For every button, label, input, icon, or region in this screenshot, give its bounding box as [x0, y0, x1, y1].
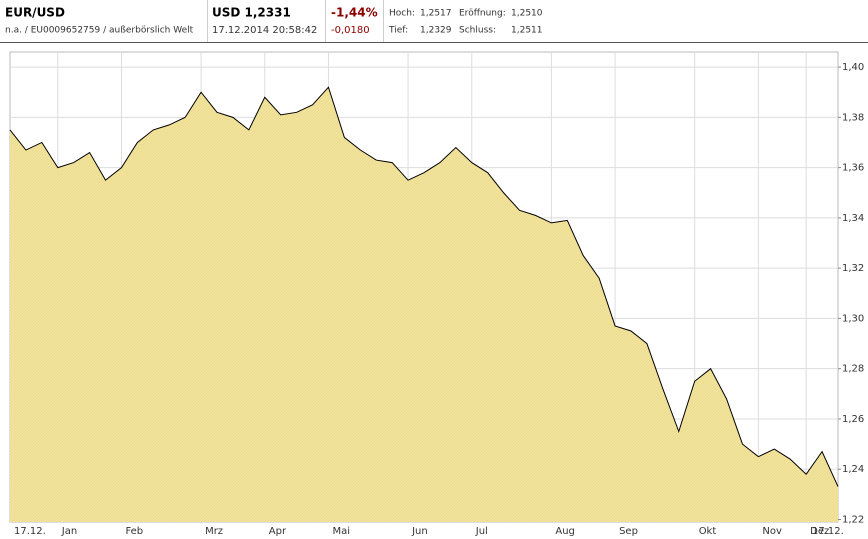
x-tick-label: 17.12.	[14, 526, 46, 537]
y-tick-label: 1,22	[842, 514, 864, 525]
stat-label: Tief:	[388, 26, 408, 36]
x-tick-label: Feb	[125, 526, 143, 537]
x-tick-label: Mrz	[205, 526, 223, 537]
y-tick-label: 1,24	[842, 464, 864, 475]
stat-value: 1,2517	[420, 9, 452, 19]
x-tick-label: Dez	[810, 526, 829, 537]
x-tick-label: Okt	[699, 526, 717, 537]
x-tick-label: Mai	[332, 526, 350, 537]
stat-value: 1,2510	[511, 9, 543, 19]
x-tick-label: Nov	[762, 526, 782, 537]
x-tick-label: Jun	[411, 526, 428, 537]
y-tick-label: 1,38	[842, 112, 864, 123]
stat-label: Schluss:	[459, 26, 496, 36]
y-tick-label: 1,40	[842, 62, 864, 73]
change-abs: -0,0180	[331, 25, 370, 36]
y-tick-label: 1,30	[842, 313, 864, 324]
area	[10, 87, 838, 522]
y-tick-label: 1,36	[842, 163, 864, 174]
x-tick-label: 17.12.	[812, 526, 844, 537]
stat-value: 1,2329	[420, 26, 452, 36]
change-pct: -1,44%	[331, 6, 378, 20]
stat-value: 1,2511	[511, 26, 543, 36]
y-tick-label: 1,26	[842, 414, 864, 425]
y-tick-label: 1,28	[842, 364, 864, 375]
y-tick-label: 1,34	[842, 213, 864, 224]
x-tick-label: Apr	[269, 526, 287, 537]
stat-label: Eröffnung:	[459, 9, 506, 19]
line	[9, 86, 839, 487]
stat-label: Hoch:	[389, 9, 415, 19]
x-tick-label: Sep	[619, 526, 638, 537]
symbol: EUR/USD	[5, 6, 65, 20]
x-tick-label: Jan	[61, 526, 77, 537]
y-tick-label: 1,32	[842, 263, 864, 274]
x-tick-label: Jul	[475, 526, 488, 537]
timestamp: 17.12.2014 20:58:42	[212, 25, 317, 36]
price: USD 1,2331	[212, 6, 291, 20]
x-tick-label: Aug	[555, 526, 575, 537]
subtitle: n.a. / EU0009652759 / außerbörslich Welt	[5, 26, 194, 36]
